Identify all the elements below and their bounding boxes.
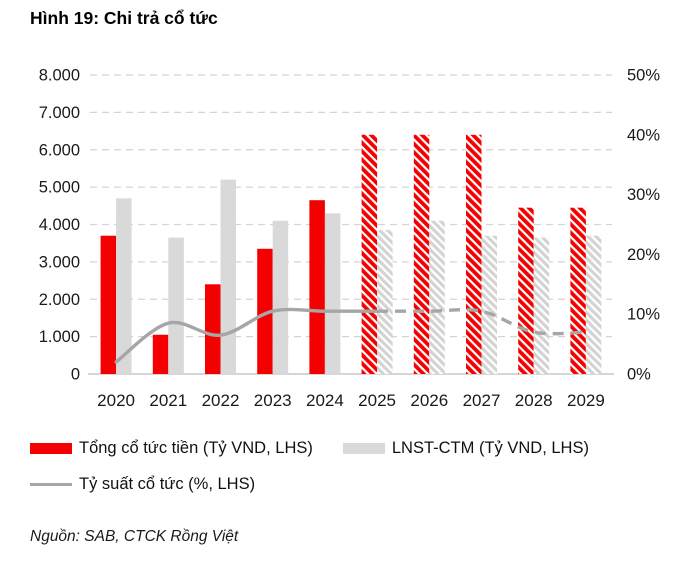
legend-row-1: Tổng cổ tức tiền (Tỷ VND, LHS) LNST-CTM … [30, 439, 589, 458]
bar-lnst-ctm [324, 213, 341, 374]
legend-row-2: Tỷ suất cổ tức (%, LHS) [30, 475, 589, 494]
legend-swatch-dividend-yield-line [30, 482, 72, 487]
x-axis-tick: 2028 [515, 391, 553, 410]
x-axis-tick: 2025 [358, 391, 396, 410]
bar-cash-dividend [205, 284, 221, 374]
bar-cash-dividend [152, 334, 169, 374]
legend-item-dividend-yield: Tỷ suất cổ tức (%, LHS) [30, 475, 255, 494]
x-axis-tick: 2027 [463, 391, 501, 410]
bar-cash-dividend [361, 134, 378, 374]
x-axis-tick: 2029 [567, 391, 605, 410]
legend-item-cash-dividend: Tổng cổ tức tiền (Tỷ VND, LHS) [30, 439, 313, 458]
right-axis-tick: 40% [627, 126, 660, 144]
bar-cash-dividend [570, 207, 586, 374]
right-axis-tick: 30% [627, 186, 660, 204]
bar-lnst-ctm [377, 230, 393, 374]
x-axis-tick: 2026 [410, 391, 448, 410]
left-axis-tick: 4.000 [39, 216, 80, 234]
left-axis-tick: 3.000 [39, 253, 80, 271]
bar-cash-dividend [413, 134, 430, 374]
bar-lnst-ctm [116, 198, 132, 374]
bar-lnst-ctm [533, 237, 550, 374]
bar-lnst-ctm [220, 179, 236, 374]
left-axis-tick: 6.000 [39, 141, 80, 159]
legend-swatch-cash-dividend [30, 443, 72, 454]
legend-label-dividend-yield: Tỷ suất cổ tức (%, LHS) [79, 475, 256, 493]
left-axis-tick: 2.000 [39, 291, 80, 309]
x-axis-tick: 2020 [97, 391, 135, 410]
legend-label-cash-dividend: Tổng cổ tức tiền (Tỷ VND, LHS) [79, 439, 313, 457]
bar-cash-dividend [257, 248, 273, 374]
bar-lnst-ctm [481, 235, 497, 374]
chart-legend: Tổng cổ tức tiền (Tỷ VND, LHS) LNST-CTM … [30, 439, 589, 494]
bar-cash-dividend [466, 134, 482, 374]
right-axis-tick: 0% [627, 366, 651, 384]
dividend-yield-line [114, 307, 379, 364]
left-axis-tick: 8.000 [39, 67, 80, 85]
bar-lnst-ctm [168, 237, 184, 374]
legend-label-lnst-ctm: LNST-CTM (Tỷ VND, LHS) [391, 439, 589, 457]
bar-lnst-ctm [429, 220, 445, 374]
left-axis-tick: 7.000 [39, 104, 80, 122]
right-axis-tick: 50% [627, 67, 660, 85]
x-axis-tick: 2021 [149, 391, 187, 410]
legend-swatch-lnst-ctm [342, 443, 385, 454]
bar-cash-dividend [100, 235, 117, 374]
dividend-chart-canvas: 0 1.000 2.000 3.000 4.000 5.000 6.000 7.000 8.00… [39, 67, 661, 411]
bar-lnst-ctm [585, 235, 602, 374]
legend-item-lnst-ctm: LNST-CTM (Tỷ VND, LHS) [342, 439, 589, 458]
x-axis-tick: 2023 [254, 391, 292, 410]
right-axis-tick: 10% [627, 306, 660, 324]
left-axis-tick: 5.000 [39, 179, 80, 197]
x-axis-tick: 2024 [306, 391, 344, 410]
x-axis-tick: 2022 [202, 391, 240, 410]
bar-cash-dividend [309, 200, 325, 374]
right-axis-tick: 20% [627, 246, 660, 264]
left-axis-tick: 0 [71, 366, 80, 384]
left-axis-tick: 1.000 [39, 328, 80, 346]
bar-cash-dividend [518, 207, 534, 374]
bar-lnst-ctm [272, 220, 289, 374]
source-note: Nguồn: SAB, CTCK Rồng Việt [30, 528, 239, 545]
chart-title: Hình 19: Chi trả cổ tức [30, 8, 218, 28]
